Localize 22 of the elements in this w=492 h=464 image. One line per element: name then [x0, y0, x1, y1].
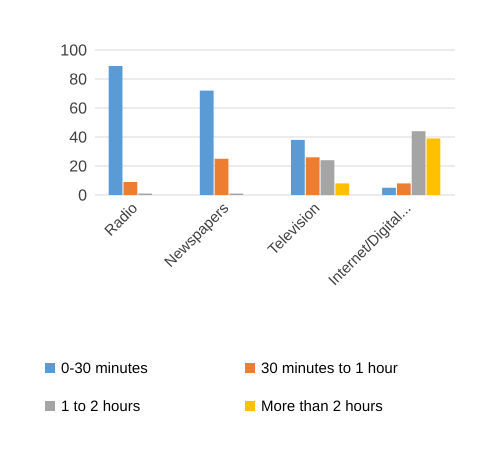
bar	[412, 131, 426, 195]
bar	[320, 160, 334, 195]
bar	[200, 90, 214, 195]
y-tick-label: 100	[60, 42, 88, 60]
bar	[306, 157, 320, 195]
bar	[382, 188, 396, 195]
bar	[396, 183, 411, 195]
bar	[108, 66, 122, 195]
legend-label: 30 minutes to 1 hour	[261, 360, 398, 377]
bar	[290, 140, 305, 195]
y-tick-label: 80	[69, 72, 88, 89]
bar	[335, 183, 350, 195]
legend-label: 1 to 2 hours	[61, 398, 140, 415]
y-tick-label: 40	[69, 130, 88, 147]
y-tick-label: 60	[69, 100, 88, 118]
bar	[426, 138, 440, 195]
legend-label: More than 2 hours	[261, 398, 383, 415]
y-tick-label: 20	[69, 158, 88, 176]
y-tick-label: 0	[78, 188, 88, 205]
legend-label: 0-30 minutes	[61, 360, 148, 377]
bar	[123, 182, 138, 195]
bar	[214, 158, 228, 195]
